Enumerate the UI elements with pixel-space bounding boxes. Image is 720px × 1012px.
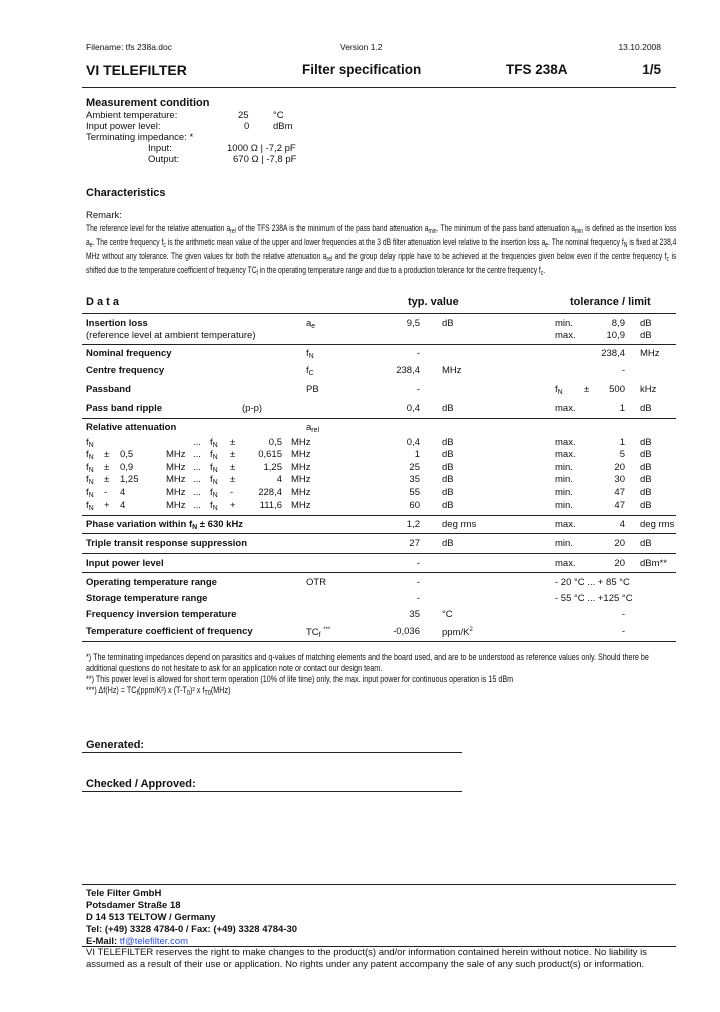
footnote-3: ***) Δf(Hz) = TCf(ppm/K²) x (T-T0)² x fT…: [86, 685, 231, 697]
relative-attenuation-row: fN ... fN ±0,5 MHz 0,4 dB max. 1 dB: [86, 437, 652, 449]
doc-title: Filter specification: [302, 62, 422, 77]
relative-attenuation-row: fN ±1,25 MHz... fN ±4 MHz 35 dB min. 30 dB: [86, 474, 652, 486]
part-number: TFS 238A: [506, 62, 568, 77]
divider: [82, 344, 676, 345]
power-unit: dBm: [273, 121, 293, 132]
ambient-value: 25: [238, 110, 249, 121]
footnote-2: **) This power level is allowed for shor…: [86, 674, 514, 684]
divider: [82, 418, 676, 419]
footnotes: *) The terminating impedances depend on …: [86, 652, 676, 699]
footnote-1: *) The terminating impedances depend on …: [86, 652, 649, 673]
tolerance-header: tolerance / limit: [570, 296, 651, 308]
row-inversion-temp: Frequency inversion temperature 35 °C -: [86, 609, 625, 620]
power-label: Input power level:: [86, 121, 161, 132]
row-centre-frequency: Centre frequency fC 238,4 MHz -: [86, 365, 625, 377]
relative-attenuation-row: fN +4 MHz... fN +111,6 MHz 60 dB min. 47 dB: [86, 500, 652, 512]
checked-signature-line: [82, 791, 462, 792]
input-label: Input:: [148, 143, 172, 154]
generated-signature-line: [82, 752, 462, 753]
page-number: 1/5: [642, 62, 661, 77]
disclaimer: VI TELEFILTER reserves the right to make…: [86, 947, 647, 970]
data-title: D a t a: [86, 296, 120, 308]
characteristics-title: Characteristics: [86, 187, 166, 199]
row-tcf: Temperature coefficient of frequency TCf…: [86, 626, 625, 639]
row-relative-attenuation: Relative attenuation arel: [86, 422, 320, 434]
version: Version 1.2: [340, 42, 383, 52]
divider: [82, 572, 676, 573]
logo: VI TELEFILTER: [86, 62, 187, 78]
divider: [82, 313, 676, 314]
divider: [82, 533, 676, 534]
remark-text: The reference level for the relative att…: [86, 223, 677, 277]
filename: Filename: tfs 238a.doc: [86, 42, 172, 52]
row-phase-variation: Phase variation within fN ± 630 kHz 1,2 d…: [86, 519, 675, 531]
email-link[interactable]: tf@telefilter.com: [119, 936, 189, 947]
relative-attenuation-row: fN ±0,5 MHz... fN ±0,615 MHz 1 dB max. 5 dB: [86, 449, 652, 461]
output-value: 670 Ω | -7,8 pF: [233, 154, 297, 165]
generated-label: Generated:: [86, 739, 145, 751]
divider: [82, 641, 676, 642]
row-nominal-frequency: Nominal frequency fN - 238,4 MHz: [86, 348, 660, 360]
divider: [82, 946, 676, 947]
impedance-label: Terminating impedance: *: [86, 132, 194, 143]
relative-attenuation-row: fN ±0,9 MHz... fN ±1,25 MHz 25 dB min. 20 d…: [86, 462, 652, 474]
row-insertion-loss-sub: (reference level at ambient temperature)…: [86, 330, 652, 341]
ambient-label: Ambient temperature:: [86, 110, 178, 121]
checked-label: Checked / Approved:: [86, 778, 196, 790]
divider: [82, 87, 676, 88]
input-value: 1000 Ω | -7,2 pF: [227, 143, 296, 154]
power-value: 0: [244, 121, 250, 132]
date: 13.10.2008: [618, 42, 661, 52]
measurement-title: Measurement condition: [86, 97, 210, 109]
row-storage-temp: Storage temperature range -- 55 °C ... +…: [86, 593, 633, 604]
row-insertion-loss: Insertion loss ae 9,5 dB min. 8,9 dB: [86, 318, 652, 330]
typ-header: typ. value: [408, 296, 459, 308]
relative-attenuation-row: fN -4 MHz... fN -228,4 MHz 55 dB min. 47 dB: [86, 487, 652, 499]
row-input-power: Input power level - max. 20 dBm**: [86, 558, 667, 569]
divider: [82, 515, 676, 516]
row-pass-band-ripple: Pass band ripple (p-p) 0,4 dB max. 1 dB: [86, 403, 652, 414]
ambient-unit: °C: [273, 110, 284, 121]
row-passband: Passband PB - fN ± 500 kHz: [86, 384, 657, 396]
row-triple-transit: Triple transit response suppression 27 dB…: [86, 538, 652, 549]
divider: [82, 553, 676, 554]
company-address: Tele Filter GmbH Potsdamer Straße 18 D 14 …: [86, 888, 298, 947]
row-operating-temp: Operating temperature range OTR -- 20 °C …: [86, 577, 630, 588]
output-label: Output:: [148, 154, 180, 165]
remark-label: Remark:: [86, 210, 122, 221]
divider: [82, 884, 676, 885]
